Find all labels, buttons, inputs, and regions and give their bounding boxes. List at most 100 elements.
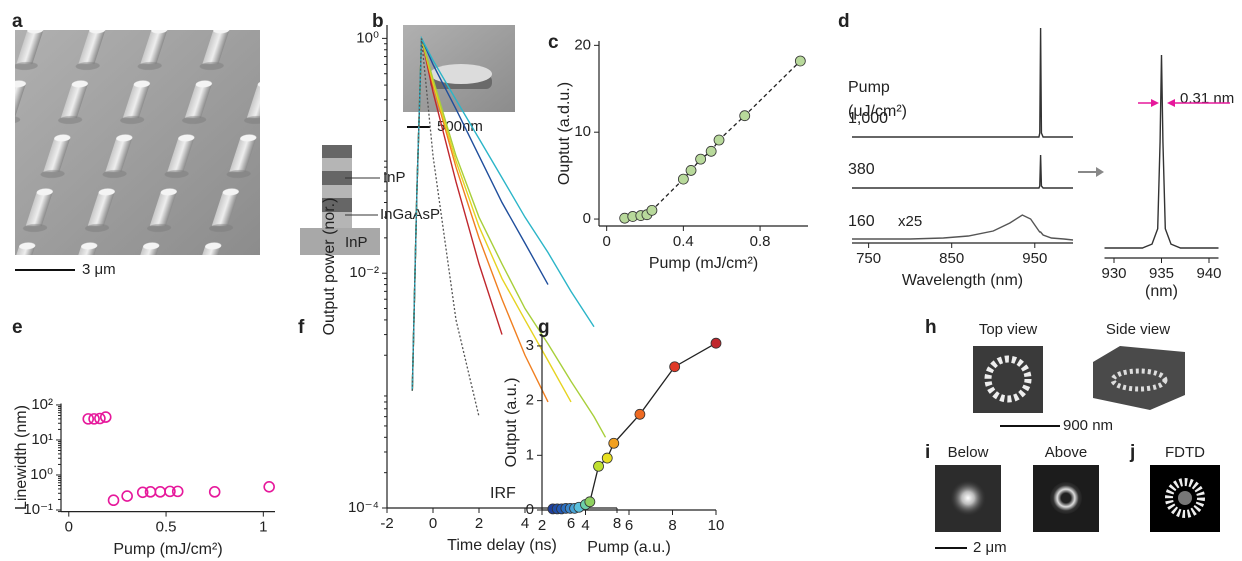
data-point (164, 485, 176, 498)
data-point (107, 494, 120, 507)
y-axis-label: Ouptut (a.d.u.) (556, 82, 573, 185)
x-tick-label: 8 (613, 515, 621, 532)
data-point (739, 110, 751, 122)
y-tick-label: 10⁰ (30, 466, 53, 483)
data-point (794, 55, 806, 67)
substrate (300, 228, 380, 255)
series-line (852, 154, 1073, 189)
data-point (593, 460, 604, 472)
data-point (136, 486, 149, 499)
panel-label: g (538, 317, 550, 338)
annotation: x25 (898, 213, 922, 230)
x-tick-label: 1 (259, 519, 267, 536)
fwhm-arrow-head (1151, 99, 1159, 107)
layer (322, 145, 352, 158)
y-axis-label: Output (a.u.) (503, 378, 520, 468)
series-label: 380 (848, 161, 875, 178)
data-point (208, 486, 221, 498)
data-point (646, 204, 658, 216)
x-tick-label: 10 (708, 517, 725, 534)
data-point (154, 486, 167, 498)
x-tick-label: 0 (65, 519, 73, 536)
layer (322, 171, 352, 185)
data-point (634, 408, 646, 420)
mode-ring (984, 355, 1032, 403)
y-tick-label: 10⁻⁴ (348, 499, 379, 516)
layer (322, 185, 352, 198)
fwhm-arrow-head (1167, 99, 1175, 107)
layer (322, 158, 352, 171)
mode-ring (1110, 368, 1168, 392)
series-line (852, 27, 1073, 138)
disk-top (430, 64, 492, 84)
panel-label: b (372, 11, 384, 32)
layer (322, 198, 352, 212)
x-tick-label: 0.4 (673, 233, 694, 250)
view-label: Side view (1106, 321, 1170, 338)
panel-label: j (1129, 442, 1135, 463)
y-tick-label: 10⁻² (349, 264, 379, 281)
data-point (601, 452, 613, 464)
x-axis-label: Pump (mJ/cm²) (113, 541, 222, 558)
x-tick-label: 6 (625, 517, 633, 534)
x-tick-label: 4 (581, 517, 589, 534)
panel-label: h (925, 317, 937, 338)
y-tick-label: 20 (574, 36, 591, 53)
x-tick-label: 2 (475, 515, 483, 532)
y-tick-label: 10⁰ (356, 29, 379, 46)
panel-label: i (925, 442, 930, 463)
view-label: Above (1045, 444, 1088, 461)
panel-label: a (12, 11, 23, 32)
layer-label: InP (383, 169, 406, 186)
view-label: FDTD (1165, 444, 1205, 461)
data-point (99, 411, 112, 423)
data-point (82, 413, 95, 425)
data-point (685, 165, 697, 176)
x-tick-label: 2 (538, 517, 546, 534)
series-label: 1,000 (848, 110, 888, 127)
mode-ring (1165, 478, 1205, 518)
mode-box (1093, 346, 1185, 410)
x-axis-label: Pump (mJ/cm²) (649, 255, 758, 272)
x-tick-label: -2 (380, 515, 393, 532)
x-tick-label: 950 (1022, 250, 1047, 267)
y-tick-label: 2 (526, 392, 534, 409)
data-point (88, 413, 100, 425)
mode-spot (950, 480, 986, 516)
series-line (852, 214, 1074, 241)
x-tick-label: 750 (856, 250, 881, 267)
x-axis-label: Wavelength (nm) (902, 272, 1023, 289)
x-tick-label: 0.5 (156, 519, 177, 536)
data-point (713, 134, 725, 146)
legend-title: (μJ/cm²) (848, 103, 907, 120)
panel-label: e (12, 317, 23, 338)
series-label: 160 (848, 213, 875, 230)
data-point (121, 490, 133, 502)
layer (322, 212, 352, 228)
trend-line (624, 60, 801, 219)
data-point (710, 337, 722, 349)
scale-label: 2 μm (973, 539, 1007, 556)
layer-label: InP (345, 234, 368, 251)
x-tick-label: 0 (602, 233, 610, 250)
x-axis-label: (nm) (1145, 283, 1178, 300)
data-point (705, 145, 717, 157)
x-axis-label: Pump (a.u.) (587, 539, 671, 556)
legend-title: Pump (848, 79, 890, 96)
scale-label: 900 nm (1063, 417, 1113, 434)
data-point (677, 173, 689, 185)
x-tick-label: 4 (521, 515, 529, 532)
x-tick-label: 0.8 (750, 233, 771, 250)
data-point (263, 480, 275, 493)
series-label: IRF (490, 485, 516, 502)
y-tick-label: 10¹ (31, 431, 53, 448)
data-point (584, 496, 596, 508)
scale-label: 3 μm (82, 261, 116, 278)
panel-label: f (298, 317, 305, 338)
x-tick-label: 8 (668, 517, 676, 534)
data-point (94, 412, 106, 425)
data-point (608, 437, 620, 449)
data-point (669, 361, 681, 373)
